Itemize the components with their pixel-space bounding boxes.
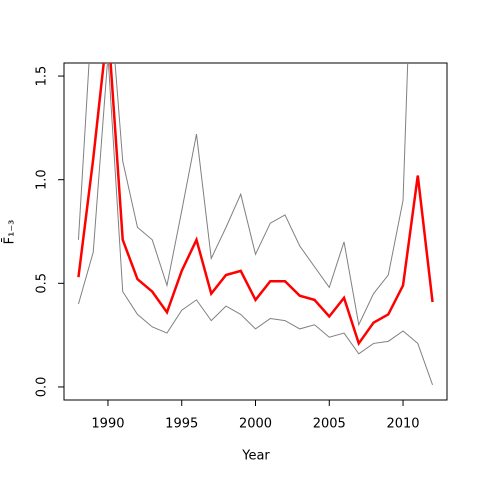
y-axis-label: F̄₁₋₃ xyxy=(2,220,17,245)
x-tick-label: 2000 xyxy=(239,417,272,432)
series-line xyxy=(77,63,434,386)
x-tick-label: 2005 xyxy=(313,417,346,432)
series-line xyxy=(77,63,434,347)
x-axis-label: Year xyxy=(241,449,270,464)
y-tick-label: 1.5 xyxy=(35,66,50,87)
x-tick-label: 2010 xyxy=(386,417,419,432)
y-tick-label: 0.5 xyxy=(35,273,50,294)
series-line xyxy=(77,63,409,327)
lines xyxy=(77,63,434,386)
x-tick-label: 1995 xyxy=(165,417,198,432)
y-tick-label: 0.0 xyxy=(35,377,50,398)
y-tick-label: 1.0 xyxy=(35,169,50,190)
x-tick-label: 1990 xyxy=(91,417,124,432)
